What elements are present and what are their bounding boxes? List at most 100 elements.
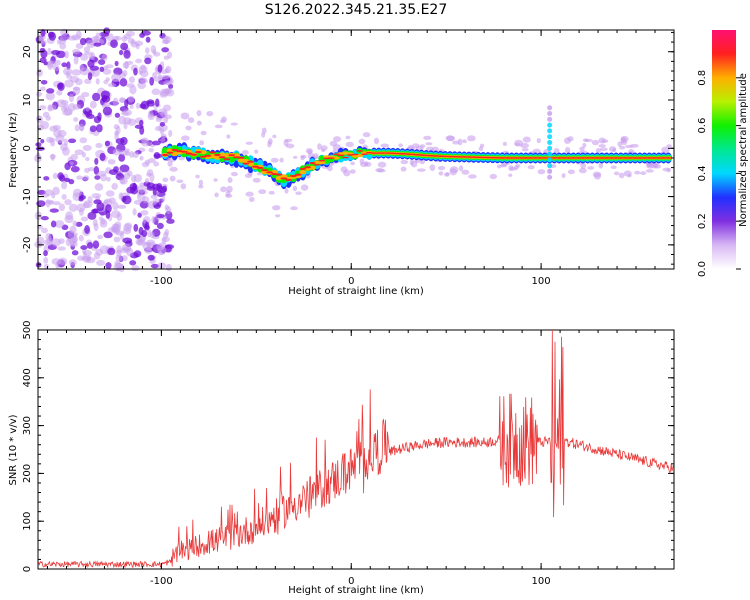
heatmap-cell [232, 153, 240, 158]
heatmap-cell [124, 99, 129, 108]
heatmap-cell [78, 123, 85, 132]
heatmap-cell [380, 143, 390, 148]
heatmap-cell [82, 249, 93, 256]
heatmap-cell [547, 163, 553, 169]
heatmap-cell [160, 133, 167, 139]
heatmap-cell [361, 153, 369, 156]
heatmap-cell [272, 134, 277, 139]
heatmap-cell [40, 216, 49, 221]
heatmap-cell [567, 169, 575, 175]
heatmap-cell [268, 190, 275, 195]
heatmap-cell [118, 115, 127, 125]
heatmap-cell [97, 112, 102, 121]
heatmap-cell [102, 102, 112, 108]
heatmap-cell [160, 137, 166, 143]
heatmap-cell [141, 140, 150, 147]
heatmap-cell [161, 47, 170, 53]
heatmap-cell [58, 203, 66, 211]
heatmap-cell [345, 141, 354, 148]
heatmap-cell [267, 140, 272, 148]
heatmap-cell [508, 173, 513, 177]
heatmap-cell [54, 59, 61, 66]
y-tick-label: -10 [22, 188, 33, 204]
heatmap-cell [307, 149, 313, 155]
heatmap-cell [118, 192, 124, 200]
heatmap-cell [85, 257, 96, 264]
heatmap-cell [135, 102, 141, 109]
heatmap-cell [68, 138, 77, 144]
heatmap-cell [618, 172, 625, 179]
heatmap-cell [151, 88, 161, 96]
heatmap-cell [227, 177, 233, 184]
heatmap-cell [591, 139, 600, 146]
heatmap-cell [163, 55, 170, 60]
heatmap-cell [112, 201, 119, 211]
heatmap-cell [634, 170, 641, 175]
heatmap-cell [204, 154, 212, 157]
heatmap-cell [43, 176, 50, 181]
heatmap-cell [64, 199, 72, 206]
heatmap-cell [107, 82, 117, 88]
heatmap-cell [247, 160, 255, 163]
x-tick-label: -100 [150, 276, 173, 287]
heatmap-cell [582, 142, 587, 148]
heatmap-cell [198, 179, 204, 186]
heatmap-cell [547, 174, 553, 180]
heatmap-cell [51, 238, 61, 247]
heatmap-cell [299, 167, 307, 170]
heatmap-cell [43, 250, 48, 257]
heatmap-cell [167, 160, 173, 167]
heatmap-cell [107, 247, 116, 256]
heatmap-cell [61, 62, 68, 68]
heatmap-cell [161, 39, 170, 45]
colorbar-tick-label: 0.0 [697, 261, 708, 277]
heatmap-cell [185, 152, 193, 155]
heatmap-cell [449, 166, 459, 174]
heatmap-cell [51, 258, 62, 265]
heatmap-cell [318, 159, 326, 162]
heatmap-cell [149, 231, 155, 239]
heatmap-cell [340, 166, 348, 173]
heatmap-cell [72, 188, 82, 198]
heatmap-cell [151, 140, 161, 146]
heatmap-cell [598, 137, 606, 144]
heatmap-cell [135, 58, 143, 64]
heatmap-cell [438, 171, 444, 176]
heatmap-cell [547, 122, 553, 128]
heatmap-cell [129, 85, 137, 95]
colorbar-tick-label: 0.8 [697, 70, 708, 86]
heatmap-cell [80, 216, 89, 222]
snr-y-axis-label: SNR (10 * v/v) [8, 414, 19, 485]
heatmap-cell [479, 143, 485, 148]
heatmap-cell [69, 76, 80, 83]
heatmap-cell [36, 68, 43, 77]
heatmap-cell [50, 50, 61, 55]
heatmap-cell [624, 144, 634, 149]
x-tick-label: 100 [532, 576, 551, 587]
heatmap-cell [318, 161, 326, 165]
heatmap-cell [46, 237, 53, 246]
heatmap-cell [93, 42, 102, 47]
heatmap-cell [190, 153, 198, 156]
y-tick-label: 300 [22, 416, 33, 435]
heatmap-cell [132, 151, 139, 158]
y-tick-label: 0 [22, 145, 33, 151]
heatmap-cell [139, 119, 144, 126]
heatmap-cell [332, 153, 340, 156]
heatmap-cell [73, 55, 79, 65]
heatmap-cell [141, 230, 148, 238]
heatmap-cell [289, 174, 297, 178]
heatmap-cell [140, 79, 148, 84]
heatmap-cell [151, 216, 156, 224]
heatmap-cell [163, 116, 169, 124]
heatmap-cell [68, 93, 75, 103]
heatmap-cell [134, 124, 144, 129]
heatmap-cell [165, 263, 172, 272]
heatmap-cell [144, 47, 150, 54]
heatmap-cell [522, 136, 531, 143]
heatmap-cell [113, 166, 119, 173]
heatmap-cell [76, 203, 86, 213]
heatmap-cell [46, 88, 55, 94]
heatmap-cell [100, 173, 108, 182]
heatmap-cell [124, 222, 133, 230]
